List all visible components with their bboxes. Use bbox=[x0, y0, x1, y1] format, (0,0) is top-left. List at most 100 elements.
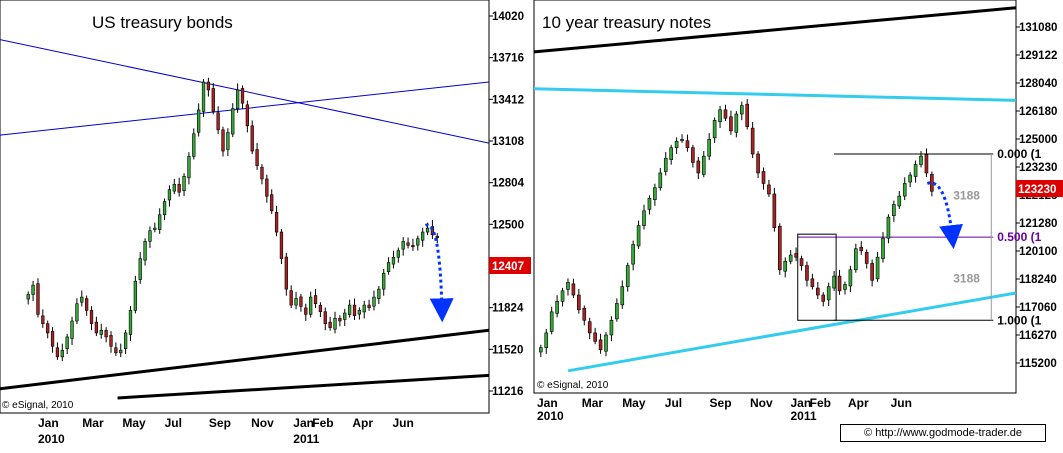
left-candle-body bbox=[245, 104, 249, 127]
right-ytick-label: 116270 bbox=[1019, 330, 1057, 342]
right-candle-body bbox=[549, 311, 554, 332]
left-candle-body bbox=[31, 284, 35, 295]
fib-level-label-2: 1.000 (1 bbox=[997, 313, 1041, 327]
right-candle-body bbox=[723, 109, 728, 119]
right-candle-body bbox=[913, 164, 918, 177]
left-candle-body bbox=[357, 310, 362, 315]
right-xtick-label: Feb bbox=[810, 396, 831, 410]
right-ytick-label: 120100 bbox=[1019, 246, 1057, 258]
left-candle-body bbox=[55, 347, 60, 358]
right-candle-body bbox=[794, 253, 798, 258]
right-candle-body bbox=[788, 254, 793, 262]
left-candle-body bbox=[377, 288, 381, 299]
right-candle-body bbox=[642, 210, 646, 226]
left-candle-body bbox=[216, 112, 220, 131]
left-ytick-label: 13108 bbox=[492, 136, 525, 148]
left-candle-body bbox=[60, 349, 64, 358]
left-candle-body bbox=[65, 336, 69, 349]
right-chart-title: 10 year treasury notes bbox=[542, 13, 711, 32]
left-xtick-label: Nov bbox=[251, 416, 274, 430]
right-ytick-label: 128040 bbox=[1019, 78, 1057, 90]
right-ytick-label: 131080 bbox=[1019, 22, 1057, 34]
right-ytick-label: 123230 bbox=[1019, 162, 1057, 174]
right-candle-body bbox=[571, 283, 576, 296]
right-candle-body bbox=[631, 244, 635, 265]
left-forecast-arrow-path bbox=[424, 223, 454, 323]
right-candle-body bbox=[761, 171, 766, 184]
right-candle-body bbox=[832, 275, 836, 289]
left-last-price-label: 12407 bbox=[492, 261, 524, 273]
right-candle-body bbox=[843, 284, 847, 290]
right-candle-body bbox=[593, 332, 597, 342]
right-candle-body bbox=[696, 160, 701, 174]
right-candle-body bbox=[745, 103, 750, 127]
right-candle-body bbox=[778, 225, 782, 271]
right-xtick-label: Nov bbox=[750, 396, 773, 410]
right-ytick-label: 129122 bbox=[1019, 50, 1057, 62]
right-candle-body bbox=[712, 120, 717, 139]
left-ytick-label: 11824 bbox=[492, 303, 524, 315]
left-candle-body bbox=[75, 303, 79, 322]
left-candle-body bbox=[265, 178, 269, 197]
left-ytick-label: 14020 bbox=[492, 11, 524, 23]
right-candle-body bbox=[669, 147, 673, 160]
right-xtick-label: Sep bbox=[710, 396, 732, 410]
left-plot-frame bbox=[0, 0, 490, 414]
left-candle-body bbox=[411, 245, 415, 248]
left-candle-body bbox=[41, 315, 45, 324]
left-candle-body bbox=[119, 349, 123, 354]
right-candle-body bbox=[560, 290, 565, 302]
left-ytick-label: 11216 bbox=[492, 386, 523, 398]
fib-range-label-0: 3188 bbox=[953, 189, 980, 203]
left-candle-body bbox=[309, 296, 313, 315]
right-candle-body bbox=[636, 225, 641, 247]
left-candle-body bbox=[396, 250, 400, 258]
left-xtick-label: Jan bbox=[38, 416, 59, 430]
left-candle-body bbox=[382, 272, 386, 290]
fib-level-label-0: 0.000 (1 bbox=[997, 147, 1041, 161]
right-xtick-label: Jul bbox=[665, 396, 682, 410]
right-candle-body bbox=[826, 286, 831, 301]
right-trendlines bbox=[534, 6, 1016, 373]
left-candle-body bbox=[367, 304, 371, 309]
right-candle-body bbox=[609, 319, 614, 336]
right-candle-body bbox=[647, 197, 652, 210]
left-xtick-year: 2010 bbox=[38, 432, 65, 446]
right-candle-body bbox=[555, 301, 559, 314]
right-xtick-label: Jan bbox=[790, 396, 811, 410]
right-candle-body bbox=[783, 261, 788, 272]
left-xtick-label: Sep bbox=[209, 416, 231, 430]
left-candle-body bbox=[318, 304, 323, 313]
left-candle-body bbox=[85, 298, 89, 311]
right-candle-body bbox=[859, 246, 864, 252]
left-candle-body bbox=[416, 238, 420, 246]
right-candle-body bbox=[864, 251, 869, 264]
right-forecast-arrow-path bbox=[926, 181, 963, 250]
left-candle-body bbox=[333, 318, 337, 330]
left-candle-body bbox=[386, 262, 391, 272]
right-candle-body bbox=[582, 308, 587, 321]
left-trendlines bbox=[0, 39, 489, 400]
left-x-axis-ticks: Jan 2010 Mar May Jul Sep Nov Jan 2011 Feb Apr Jun bbox=[38, 416, 414, 446]
right-trendline-1 bbox=[534, 87, 1016, 102]
left-xtick-label: Jul bbox=[165, 416, 182, 430]
left-ytick-label: 11520 bbox=[492, 344, 523, 356]
right-candle-body bbox=[539, 347, 543, 353]
right-candle-body bbox=[902, 183, 907, 197]
left-candle-body bbox=[133, 280, 137, 311]
right-candle-body bbox=[821, 294, 826, 302]
left-ytick-label: 12804 bbox=[492, 178, 525, 190]
left-candle-body bbox=[352, 304, 357, 316]
right-candle-body bbox=[663, 157, 668, 172]
right-ytick-label: 115200 bbox=[1019, 358, 1057, 370]
left-candle-body bbox=[80, 296, 84, 303]
right-candle-body bbox=[848, 269, 853, 287]
left-chart-title: US treasury bonds bbox=[92, 13, 233, 32]
left-candle-body bbox=[250, 125, 254, 152]
left-candle-body bbox=[255, 149, 259, 166]
left-candle-body bbox=[109, 335, 113, 347]
right-candle-body bbox=[598, 339, 603, 351]
left-trendline-0 bbox=[0, 81, 489, 136]
left-candle-body bbox=[289, 290, 293, 306]
